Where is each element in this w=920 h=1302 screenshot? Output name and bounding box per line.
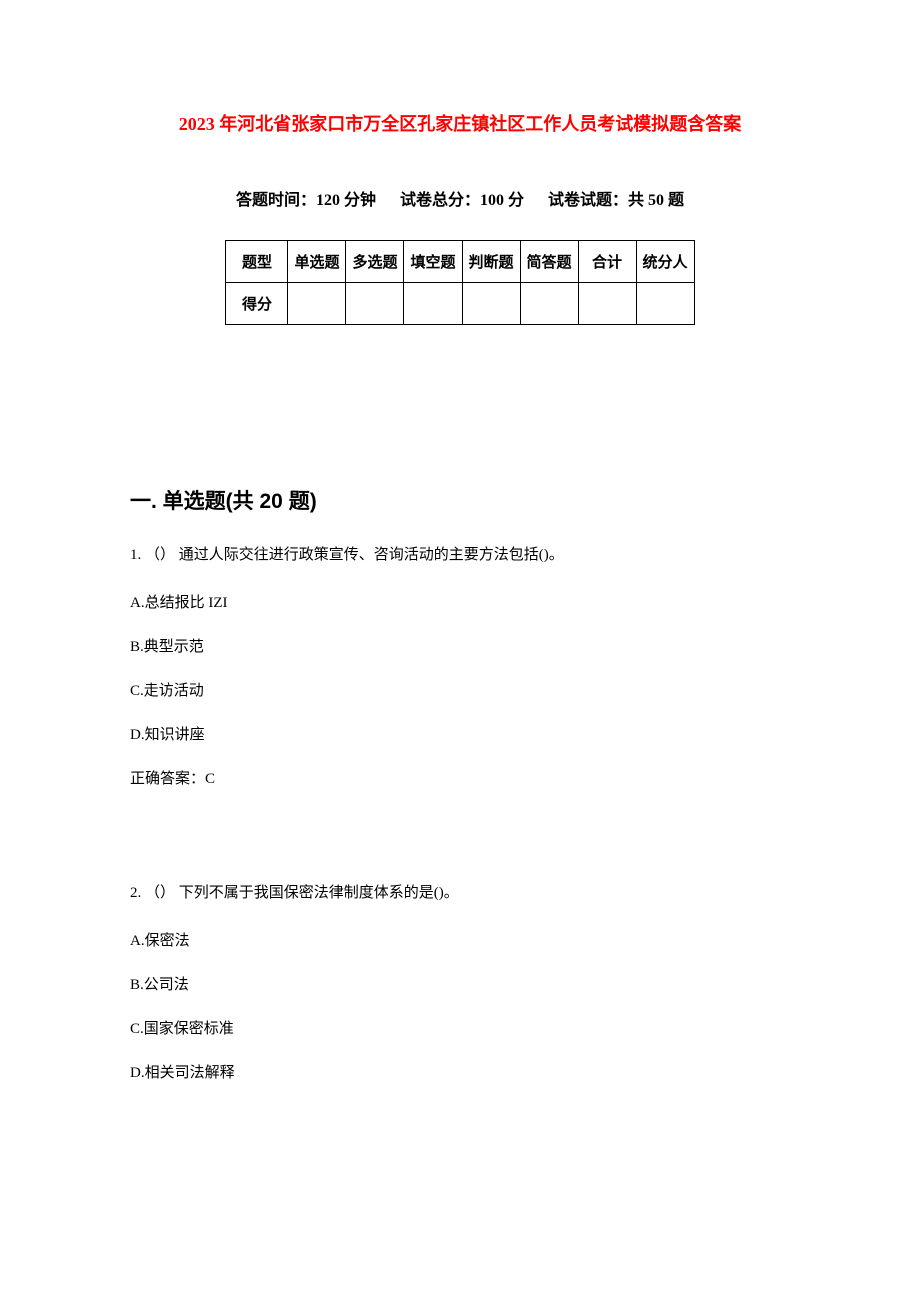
question-block: 1. （） 通过人际交往进行政策宣传、咨询活动的主要方法包括()。 A.总结报比… [130, 543, 790, 791]
option-label: B. [130, 639, 144, 655]
question-text: 通过人际交往进行政策宣传、咨询活动的主要方法包括()。 [179, 547, 564, 563]
col-multi: 多选题 [346, 241, 404, 283]
col-scorer: 统分人 [636, 241, 694, 283]
score-cell [636, 283, 694, 325]
table-header-row: 题型 单选题 多选题 填空题 判断题 简答题 合计 统分人 [226, 241, 694, 283]
question-marker: （） [145, 547, 175, 563]
question-stem: 1. （） 通过人际交往进行政策宣传、咨询活动的主要方法包括()。 [130, 543, 790, 567]
option-label: C. [130, 683, 144, 699]
document-title: 2023 年河北省张家口市万全区孔家庄镇社区工作人员考试模拟题含答案 [130, 110, 790, 136]
score-table: 题型 单选题 多选题 填空题 判断题 简答题 合计 统分人 得分 [225, 240, 694, 325]
option-c: C.走访活动 [130, 679, 790, 703]
col-short: 简答题 [520, 241, 578, 283]
score-cell [346, 283, 404, 325]
option-text: 相关司法解释 [145, 1065, 235, 1081]
option-d: D.知识讲座 [130, 723, 790, 747]
question-marker: （） [145, 885, 175, 901]
table-score-row: 得分 [226, 283, 694, 325]
score-cell [288, 283, 346, 325]
option-label: D. [130, 727, 145, 743]
section-title: 一. 单选题(共 20 题) [130, 485, 790, 515]
col-type: 题型 [226, 241, 288, 283]
exam-meta-line: 答题时间：120 分钟 试卷总分：100 分 试卷试题：共 50 题 [130, 186, 790, 210]
option-text: 国家保密标准 [144, 1021, 234, 1037]
score-cell [520, 283, 578, 325]
col-single: 单选题 [288, 241, 346, 283]
question-number: 2. [130, 885, 141, 901]
row-label: 得分 [226, 283, 288, 325]
answer-value: C [205, 771, 215, 787]
option-label: A. [130, 933, 145, 949]
option-text: 公司法 [144, 977, 189, 993]
question-stem: 2. （） 下列不属于我国保密法律制度体系的是()。 [130, 881, 790, 905]
col-fill: 填空题 [404, 241, 462, 283]
meta-count: 试卷试题：共 50 题 [548, 192, 684, 209]
score-cell [578, 283, 636, 325]
option-text: 保密法 [145, 933, 190, 949]
question-text: 下列不属于我国保密法律制度体系的是()。 [179, 885, 459, 901]
option-text: 总结报比 IZI [145, 595, 228, 611]
option-text: 走访活动 [144, 683, 204, 699]
option-text: 典型示范 [144, 639, 204, 655]
option-text: 知识讲座 [145, 727, 205, 743]
option-label: A. [130, 595, 145, 611]
col-total: 合计 [578, 241, 636, 283]
meta-time: 答题时间：120 分钟 [236, 192, 376, 209]
question-number: 1. [130, 547, 141, 563]
option-d: D.相关司法解释 [130, 1061, 790, 1085]
option-label: B. [130, 977, 144, 993]
option-label: D. [130, 1065, 145, 1081]
score-cell [404, 283, 462, 325]
answer-label: 正确答案： [130, 771, 205, 787]
question-block: 2. （） 下列不属于我国保密法律制度体系的是()。 A.保密法 B.公司法 C… [130, 881, 790, 1085]
option-label: C. [130, 1021, 144, 1037]
option-a: A.保密法 [130, 929, 790, 953]
option-b: B.公司法 [130, 973, 790, 997]
option-c: C.国家保密标准 [130, 1017, 790, 1041]
score-cell [462, 283, 520, 325]
correct-answer: 正确答案：C [130, 767, 790, 791]
option-a: A.总结报比 IZI [130, 591, 790, 615]
option-b: B.典型示范 [130, 635, 790, 659]
col-judge: 判断题 [462, 241, 520, 283]
meta-total: 试卷总分：100 分 [400, 192, 524, 209]
